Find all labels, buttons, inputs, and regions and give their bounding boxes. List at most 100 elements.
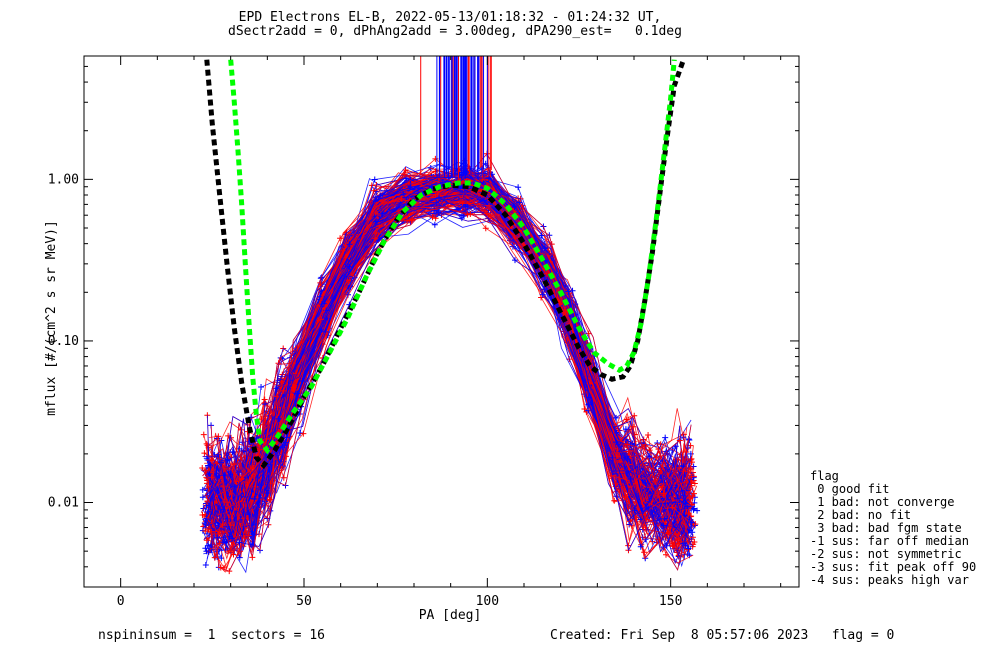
data-point-marker (203, 537, 210, 544)
data-point-marker (458, 215, 465, 222)
chart-title-line1: EPD Electrons EL-B, 2022-05-13/01:18:32 … (238, 10, 662, 25)
data-point-marker (431, 221, 438, 228)
legend-item: -3 sus: fit peak off 90 (810, 560, 977, 574)
data-point-marker (401, 171, 408, 178)
data-point-marker (624, 441, 631, 448)
data-point-marker (479, 165, 486, 172)
footer-created-info: Created: Fri Sep 8 05:57:06 2023 flag = … (550, 628, 895, 643)
data-point-marker (511, 204, 518, 211)
data-point-marker (680, 468, 687, 475)
data-point-marker (646, 453, 653, 460)
data-point-marker (402, 167, 409, 174)
y-axis-label: mflux [#/(cm^2 s sr MeV)] (44, 220, 59, 416)
data-point-marker (436, 202, 443, 209)
data-point-marker (202, 528, 209, 535)
legend-item: 3 bad: bad fgm state (810, 521, 962, 535)
data-point-marker (676, 464, 683, 471)
data-trace (212, 179, 691, 547)
data-point-marker (485, 202, 492, 209)
data-point-marker (241, 535, 248, 542)
data-point-marker (200, 431, 207, 438)
data-point-marker (251, 496, 258, 503)
data-point-marker (346, 241, 353, 248)
data-point-marker (482, 225, 489, 232)
legend-title: flag (810, 469, 839, 483)
data-point-marker (660, 490, 667, 497)
data-trace (206, 189, 688, 559)
data-point-marker (622, 426, 629, 433)
data-point-marker (290, 384, 297, 391)
data-point-marker (691, 539, 698, 546)
data-point-marker (429, 214, 436, 221)
data-point-marker (249, 531, 256, 538)
data-point-marker (645, 431, 652, 438)
data-point-marker (294, 390, 301, 397)
data-point-marker (516, 199, 523, 206)
data-point-marker (373, 194, 380, 201)
data-point-marker (262, 401, 269, 408)
legend-item: 2 bad: no fit (810, 508, 912, 522)
data-point-marker (337, 235, 344, 242)
data-point-marker (637, 543, 644, 550)
data-point-marker (275, 415, 282, 422)
data-point-marker (372, 218, 379, 225)
data-point-marker (398, 195, 405, 202)
data-point-marker (662, 434, 669, 441)
data-point-marker (539, 291, 546, 298)
data-point-marker (467, 210, 474, 217)
legend-item: -2 sus: not symmetric (810, 547, 962, 561)
data-point-marker (611, 497, 618, 504)
data-point-marker (230, 461, 237, 468)
data-point-marker (432, 168, 439, 175)
x-tick-label: 50 (296, 594, 312, 609)
data-point-marker (436, 194, 443, 201)
data-point-marker (372, 235, 379, 242)
data-point-marker (204, 480, 211, 487)
flag-legend: flag 0 good fit 1 bad: not converge 2 ba… (810, 470, 976, 587)
data-point-marker (232, 483, 239, 490)
data-point-marker (691, 480, 698, 487)
green-fit-curve (228, 59, 677, 455)
data-point-marker (691, 505, 698, 512)
data-point-marker (686, 437, 693, 444)
data-point-marker (685, 545, 692, 552)
data-point-marker (297, 430, 304, 437)
x-tick-label: 0 (117, 594, 125, 609)
data-point-marker (282, 439, 289, 446)
data-point-marker (464, 204, 471, 211)
data-point-marker (226, 568, 233, 575)
chart-title-line2: dSectr2add = 0, dPhAng2add = 3.00deg, dP… (228, 24, 682, 39)
data-point-marker (687, 450, 694, 457)
data-point-marker (223, 499, 230, 506)
data-point-marker (403, 217, 410, 224)
data-point-marker (669, 543, 676, 550)
data-point-marker (665, 530, 672, 537)
data-point-marker (340, 247, 347, 254)
data-point-marker (238, 475, 245, 482)
data-point-marker (280, 474, 287, 481)
data-point-marker (203, 515, 210, 522)
data-point-marker (642, 479, 649, 486)
data-point-marker (609, 454, 616, 461)
data-point-marker (215, 433, 222, 440)
data-point-marker (541, 245, 548, 252)
data-point-marker (379, 210, 386, 217)
data-point-marker (688, 473, 695, 480)
data-point-marker (464, 211, 471, 218)
data-point-marker (229, 535, 236, 542)
data-trace (208, 193, 689, 557)
data-point-marker (199, 494, 206, 501)
data-trace (203, 183, 689, 555)
data-point-marker (511, 257, 518, 264)
plot-frame (83, 55, 800, 588)
data-point-marker (543, 270, 550, 277)
data-point-marker (538, 232, 545, 239)
y-tick-label: 1.00 (48, 172, 79, 187)
data-point-marker (258, 384, 265, 391)
legend-item: 1 bad: not converge (810, 495, 955, 509)
data-point-marker (515, 184, 522, 191)
data-point-marker (249, 541, 256, 548)
data-point-marker (646, 447, 653, 454)
x-axis-label: PA [deg] (419, 608, 482, 623)
